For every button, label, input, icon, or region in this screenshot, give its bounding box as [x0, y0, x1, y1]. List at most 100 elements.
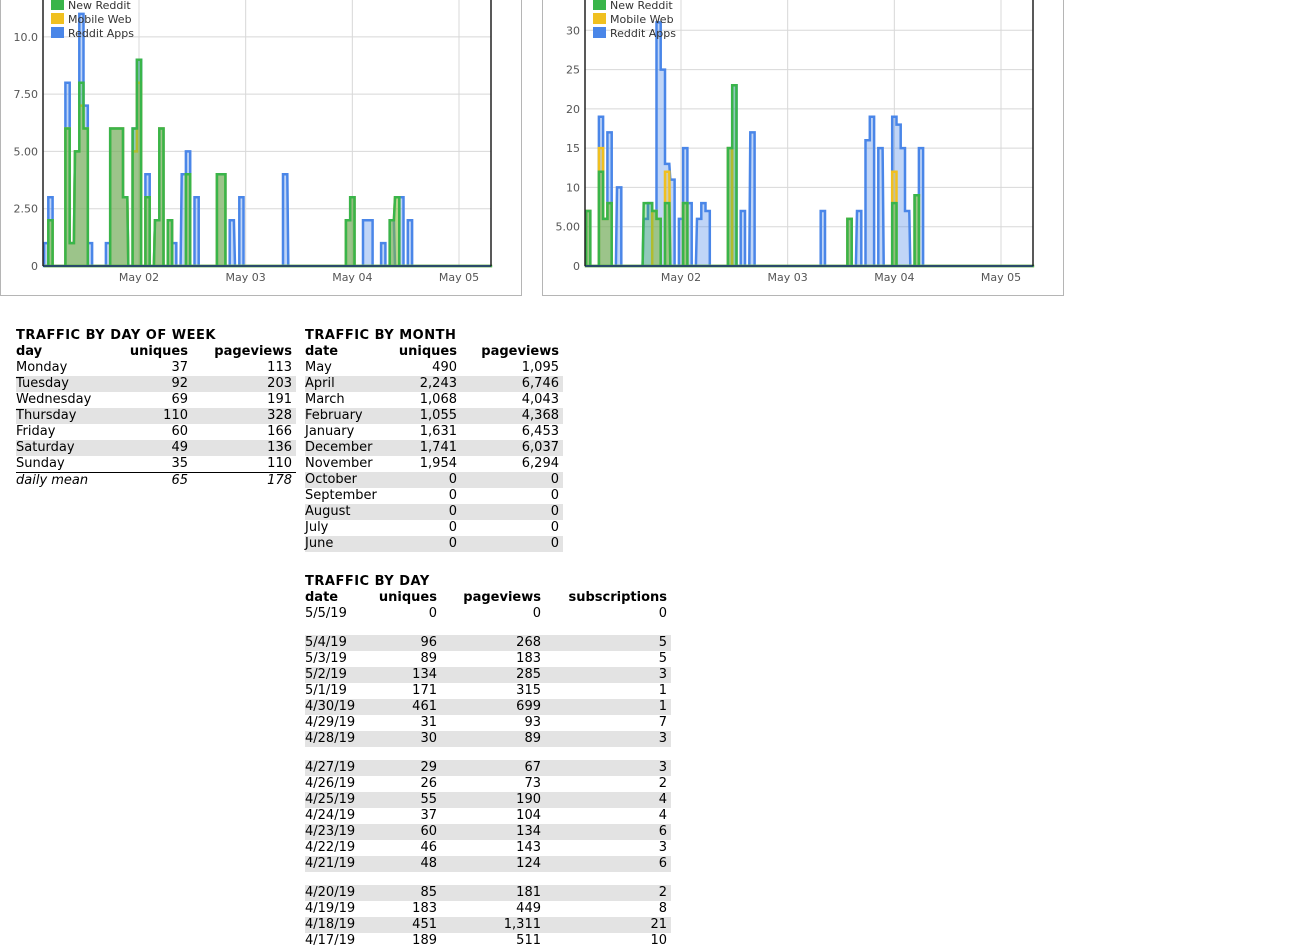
table-row: Friday 60 166: [16, 424, 296, 440]
table-cell: 110: [100, 408, 192, 424]
series-new-reddit: [44, 58, 493, 268]
table-cell: 178: [192, 472, 296, 489]
column-header: subscriptions: [568, 590, 667, 605]
table-cell: 451: [371, 917, 441, 933]
table-cell: 183: [516, 651, 541, 666]
table-cell: 31: [420, 715, 437, 730]
column-header: uniques: [129, 344, 188, 359]
table-cell: 511: [516, 933, 541, 948]
y-tick-label: 0: [573, 260, 580, 273]
table-row: 5/1/19 171 315 1: [305, 683, 671, 699]
table-cell: 461: [371, 699, 441, 715]
table-row: 4/17/19 189 511 10: [305, 933, 671, 949]
table-cell: 4: [658, 808, 667, 823]
y-tick-label: 10.0: [14, 31, 39, 44]
y-tick-label: 30: [566, 24, 580, 37]
y-tick-label: 0: [31, 260, 38, 273]
table-cell: 89: [441, 731, 545, 747]
table-cell: 1,095: [521, 360, 559, 375]
table-cell: 0: [658, 606, 667, 621]
legend-swatch: [51, 0, 64, 10]
table-cell: 0: [461, 536, 563, 552]
table-cell: 5/2/19: [305, 667, 371, 683]
table-cell: 134: [441, 824, 545, 840]
table-cell: 4/29/19: [305, 715, 356, 730]
table-cell: 4,043: [521, 392, 559, 407]
table-cell: 3: [658, 840, 667, 855]
table-cell: 4/20/19: [305, 885, 371, 901]
table-row: November 1,954 6,294: [305, 456, 563, 472]
table-cell: Thursday: [16, 408, 100, 424]
table-cell: 134: [371, 667, 441, 683]
table-row: 4/29/19 31 93 7: [305, 715, 671, 731]
table-cell: 21: [545, 917, 671, 933]
table-row: February 1,055 4,368: [305, 408, 563, 424]
chart-svg: 0 2.50 5.00 7.50 10.0 May 02 May 03 May 04 May 0…: [14, 0, 493, 284]
table-row: Sunday 35 110: [16, 456, 296, 473]
table-cell: 0: [532, 606, 541, 621]
table-cell: 203: [192, 376, 296, 392]
table-cell: 181: [441, 885, 545, 901]
table-row: December 1,741 6,037: [305, 440, 563, 456]
table-row: 5/3/19 89 183 5: [305, 651, 671, 667]
table-cell: 67: [441, 760, 545, 776]
x-tick-label: May 03: [768, 271, 808, 284]
table-cell: 4,368: [461, 408, 563, 424]
table-cell: July: [305, 520, 329, 535]
y-tick-label: 15: [566, 142, 580, 155]
table-cell: 60: [171, 424, 188, 439]
table-cell: 0: [391, 504, 461, 520]
table-row: 4/24/19 37 104 4: [305, 808, 671, 824]
table-row: Tuesday 92 203: [16, 376, 296, 392]
table-cell: 166: [267, 424, 292, 439]
table-cell: 490: [432, 360, 457, 375]
group-spacer: [305, 622, 671, 635]
table-row: 5/2/19 134 285 3: [305, 667, 671, 683]
x-tick-label: May 05: [981, 271, 1021, 284]
table-cell: 4/23/19: [305, 824, 371, 840]
table-cell: 143: [516, 840, 541, 855]
x-tick-label: May 03: [226, 271, 266, 284]
table-row: 4/25/19 55 190 4: [305, 792, 671, 808]
table-row: Saturday 49 136: [16, 440, 296, 456]
table-row: daily mean 65 178: [16, 472, 296, 489]
table-cell: November: [305, 456, 373, 471]
table-title: TRAFFIC BY DAY: [305, 574, 430, 589]
table-row: 4/19/19 183 449 8: [305, 901, 671, 917]
group-spacer: [305, 872, 671, 885]
legend-label: Mobile Web: [610, 13, 674, 26]
legend-swatch: [51, 13, 64, 24]
table-cell: Friday: [16, 424, 56, 439]
table-cell: 37: [171, 360, 188, 375]
table-cell: 4/21/19: [305, 856, 371, 872]
table-cell: 268: [441, 635, 545, 651]
table-row: 4/18/19 451 1,311 21: [305, 917, 671, 933]
table-cell: 0: [391, 536, 461, 552]
table-row: 4/30/19 461 699 1: [305, 699, 671, 715]
table-cell: 69: [171, 392, 188, 407]
table-cell: April: [305, 376, 391, 392]
traffic-by-day-table: TRAFFIC BY DAY date uniques pageviews su…: [305, 574, 671, 949]
table-row: 4/23/19 60 134 6: [305, 824, 671, 840]
table-cell: October: [305, 472, 391, 488]
table-cell: March: [305, 392, 345, 407]
table-cell: Wednesday: [16, 392, 92, 407]
x-tick-label: May 04: [332, 271, 372, 284]
table-cell: Monday: [16, 360, 68, 375]
column-header: pageviews: [463, 590, 541, 605]
group-spacer: [305, 747, 671, 760]
legend-label: Mobile Web: [68, 13, 132, 26]
table-cell: 0: [428, 606, 437, 621]
table-cell: June: [305, 536, 391, 552]
table-cell: 0: [448, 488, 457, 503]
table-row: March 1,068 4,043: [305, 392, 563, 408]
table-cell: 5/4/19: [305, 635, 371, 651]
y-tick-label: 10: [566, 181, 580, 194]
table-cell: 30: [371, 731, 441, 747]
table-cell: January: [305, 424, 355, 439]
table-cell: 29: [371, 760, 441, 776]
table-cell: 4/17/19: [305, 933, 356, 948]
column-header: uniques: [378, 590, 437, 605]
